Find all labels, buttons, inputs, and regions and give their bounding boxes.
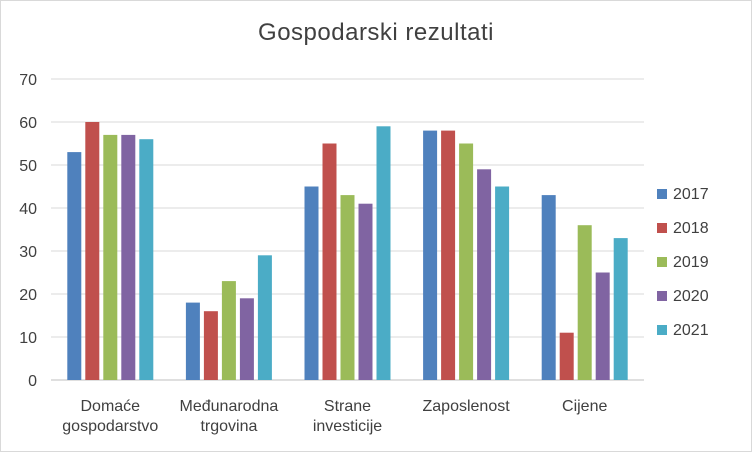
bar	[103, 134, 118, 380]
bar	[67, 152, 82, 380]
bar	[304, 186, 319, 380]
x-tick-label: Cijene	[562, 398, 607, 415]
bar	[322, 143, 337, 380]
bar	[577, 225, 592, 380]
x-tick-label: Međunarodna	[180, 398, 279, 415]
y-tick-label: 40	[19, 201, 37, 218]
bar	[541, 195, 556, 380]
bar	[203, 311, 218, 380]
bar	[221, 281, 236, 380]
bar	[85, 122, 100, 380]
x-tick-label: gospodarstvo	[62, 418, 158, 435]
bar	[595, 272, 610, 380]
bar	[340, 195, 355, 380]
y-tick-label: 60	[19, 115, 37, 132]
bar	[441, 130, 456, 380]
bar	[139, 139, 154, 380]
bar	[239, 298, 254, 380]
y-tick-label: 70	[19, 72, 37, 89]
bar	[477, 169, 492, 380]
legend-label: 2020	[673, 288, 709, 305]
bar	[185, 302, 200, 380]
bar	[559, 332, 574, 380]
y-tick-label: 50	[19, 158, 37, 175]
bar	[358, 203, 373, 380]
x-tick-label: Domaće	[81, 398, 141, 415]
bar	[121, 134, 136, 380]
legend-label: 2017	[673, 186, 709, 203]
legend-swatch	[657, 257, 667, 267]
bar	[376, 126, 391, 380]
y-tick-label: 20	[19, 287, 37, 304]
y-tick-label: 10	[19, 330, 37, 347]
y-tick-label: 0	[28, 373, 37, 390]
x-tick-label: Strane	[324, 398, 371, 415]
x-tick-label: trgovina	[200, 418, 257, 435]
x-tick-label: investicije	[313, 418, 382, 435]
x-tick-label: Zaposlenost	[423, 398, 511, 415]
legend-label: 2018	[673, 220, 709, 237]
legend-label: 2019	[673, 254, 709, 271]
bar	[495, 186, 510, 380]
y-tick-label: 30	[19, 244, 37, 261]
chart-title: Gospodarski rezultati	[258, 19, 494, 46]
legend-swatch	[657, 325, 667, 335]
legend-swatch	[657, 291, 667, 301]
legend-label: 2021	[673, 322, 709, 339]
bar	[613, 238, 628, 380]
legend-swatch	[657, 189, 667, 199]
bar	[459, 143, 474, 380]
legend-swatch	[657, 223, 667, 233]
bar	[257, 255, 272, 380]
bar	[423, 130, 438, 380]
